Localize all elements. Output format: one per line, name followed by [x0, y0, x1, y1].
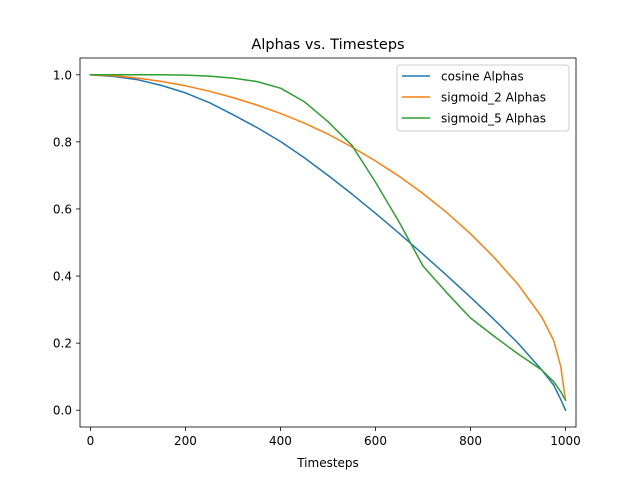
legend-label-2: sigmoid_5 Alphas — [441, 112, 546, 126]
series-line-1 — [89, 74, 567, 402]
x-tick-label: 1000 — [550, 434, 581, 448]
legend: cosine Alphas sigmoid_2 Alphas sigmoid_5 A… — [396, 64, 570, 132]
legend-label-1: sigmoid_2 Alphas — [441, 91, 546, 105]
y-tick-label: 0.6 — [53, 202, 72, 216]
y-tick-label: 1.0 — [53, 68, 72, 82]
y-tick-label: 0.0 — [53, 404, 72, 418]
series-line-2 — [89, 74, 567, 402]
y-tick-label: 0.8 — [53, 135, 72, 149]
x-tick-label: 200 — [174, 434, 197, 448]
x-tick-label: 0 — [87, 434, 95, 448]
x-axis-label: Timesteps — [296, 456, 359, 470]
plot-frame — [79, 57, 577, 428]
plot-area — [79, 57, 577, 428]
x-tick-label: 600 — [364, 434, 387, 448]
y-tick-label: 0.2 — [53, 337, 72, 351]
legend-box — [396, 64, 570, 132]
y-tick-label: 0.4 — [53, 270, 72, 284]
x-tick-label: 800 — [459, 434, 482, 448]
x-tick-label: 400 — [269, 434, 292, 448]
legend-label-0: cosine Alphas — [441, 70, 524, 84]
y-axis: 0.0 0.2 0.4 0.6 0.8 1.0 — [53, 68, 80, 418]
chart-title: Alphas vs. Timesteps — [251, 37, 404, 53]
x-axis: 0 200 400 600 800 1000 — [87, 427, 581, 448]
series-line-0 — [89, 73, 567, 412]
